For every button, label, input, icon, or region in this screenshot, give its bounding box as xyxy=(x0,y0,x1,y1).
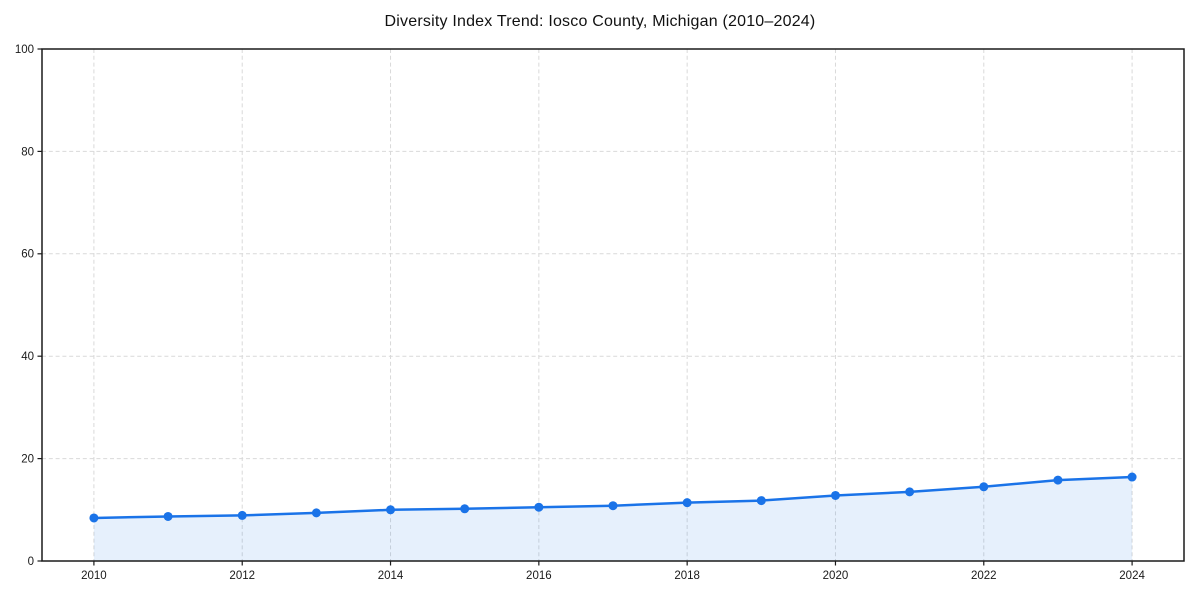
svg-text:2018: 2018 xyxy=(674,570,700,582)
svg-text:2012: 2012 xyxy=(229,570,255,582)
svg-text:2010: 2010 xyxy=(81,570,107,582)
svg-text:40: 40 xyxy=(21,351,34,363)
svg-text:100: 100 xyxy=(15,44,34,56)
y-axis-tick-labels: 0 20 40 60 80 100 xyxy=(15,44,34,568)
svg-text:2014: 2014 xyxy=(378,570,404,582)
svg-text:0: 0 xyxy=(28,556,34,568)
area-fill xyxy=(93,477,1133,561)
x-axis-tick-labels: 2010 2012 2014 2016 2018 2020 2022 2024 xyxy=(81,570,1145,582)
svg-text:2022: 2022 xyxy=(971,570,997,582)
svg-text:20: 20 xyxy=(21,454,34,466)
svg-text:2024: 2024 xyxy=(1119,570,1145,582)
svg-text:2016: 2016 xyxy=(526,570,552,582)
chart-title: Diversity Index Trend: Iosco County, Mic… xyxy=(384,13,816,30)
svg-text:80: 80 xyxy=(21,146,34,158)
svg-text:2020: 2020 xyxy=(823,570,849,582)
axis-ticks xyxy=(37,48,1133,566)
svg-text:60: 60 xyxy=(21,249,34,261)
grid-layer xyxy=(42,48,1184,562)
axis-spines xyxy=(41,48,1185,562)
data-point-markers xyxy=(89,472,1137,523)
